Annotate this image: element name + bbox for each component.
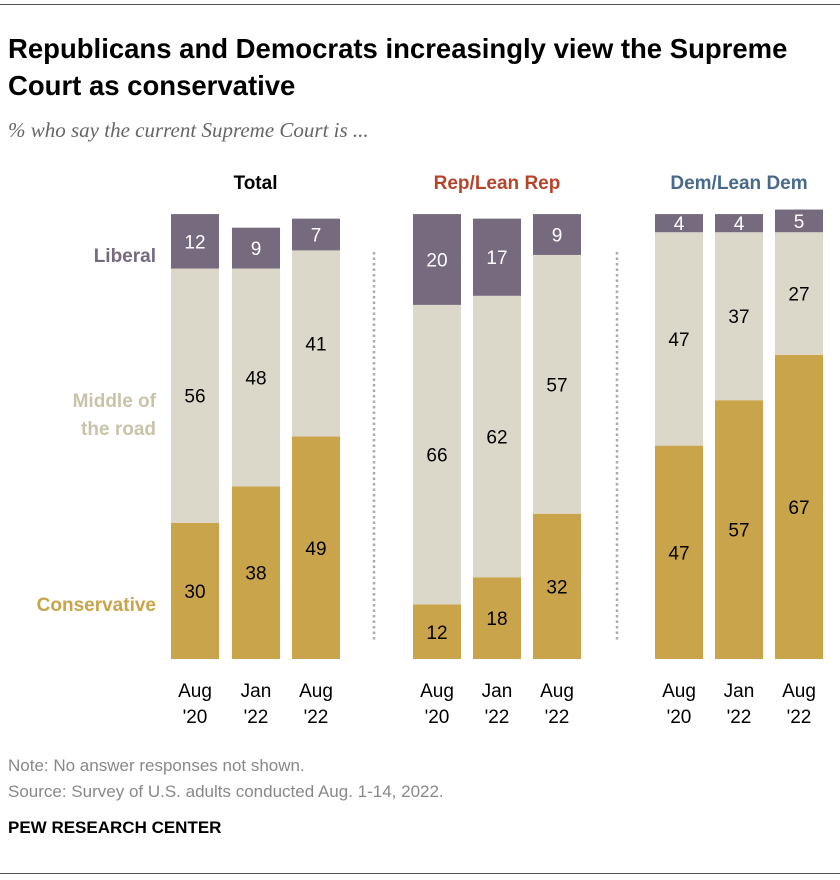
bar-segment-conservative bbox=[413, 604, 461, 659]
bar-segment-conservative bbox=[775, 354, 823, 659]
data-label: 66 bbox=[426, 446, 447, 467]
x-tick-label: Aug bbox=[299, 681, 333, 702]
chart-title: Republicans and Democrats increasingly v… bbox=[8, 33, 788, 101]
bar-segment-liberal bbox=[232, 227, 280, 269]
x-tick-label: Aug bbox=[420, 681, 454, 702]
bottom-rule bbox=[0, 873, 840, 874]
brand-logo-text: PEW RESEARCH CENTER bbox=[8, 818, 222, 837]
panel-title: Dem/Lean Dem bbox=[670, 173, 807, 194]
data-label: 41 bbox=[305, 334, 326, 355]
bar-segment-conservative bbox=[655, 445, 703, 659]
data-label: 48 bbox=[245, 369, 266, 390]
data-label: 20 bbox=[426, 250, 447, 271]
x-tick-label: Aug bbox=[782, 681, 816, 702]
x-tick-label: '22 bbox=[244, 707, 269, 728]
data-label: 62 bbox=[486, 428, 507, 449]
data-label: 47 bbox=[668, 330, 689, 351]
data-label: 12 bbox=[184, 232, 205, 253]
data-label: 67 bbox=[788, 498, 809, 519]
chart-subtitle: % who say the current Supreme Court is .… bbox=[8, 118, 369, 142]
x-tick-label: Aug bbox=[662, 681, 696, 702]
x-tick-label: Jan bbox=[241, 681, 272, 702]
bar-segment-conservative bbox=[533, 513, 581, 659]
bar-segment-middle-of-the-road bbox=[171, 268, 219, 523]
bar-segment-liberal bbox=[775, 209, 823, 233]
bar-segment-middle-of-the-road bbox=[775, 232, 823, 355]
bar-segment-liberal bbox=[292, 218, 340, 251]
data-label: 32 bbox=[546, 577, 567, 598]
data-label: 9 bbox=[552, 226, 563, 247]
bar-segment-liberal bbox=[413, 214, 461, 305]
stacked-bar-chart: Total305612Aug'2038489Jan'2249417Aug'22R… bbox=[37, 173, 823, 728]
data-label: 57 bbox=[546, 375, 567, 396]
data-label: 17 bbox=[486, 248, 507, 269]
bar-segment-middle-of-the-road bbox=[413, 304, 461, 605]
x-tick-label: '22 bbox=[304, 707, 329, 728]
x-tick-label: Aug bbox=[178, 681, 212, 702]
data-label: 57 bbox=[728, 521, 749, 542]
series-label: Middle of bbox=[73, 391, 157, 412]
data-label: 49 bbox=[305, 539, 326, 560]
panel-title: Total bbox=[234, 173, 278, 194]
x-tick-label: '22 bbox=[545, 707, 570, 728]
data-label: 12 bbox=[426, 623, 447, 644]
bar-segment-conservative bbox=[171, 522, 219, 659]
bar-segment-middle-of-the-road bbox=[232, 268, 280, 487]
bar-segment-middle-of-the-road bbox=[473, 295, 521, 578]
data-label: 7 bbox=[311, 226, 322, 247]
bar-segment-liberal bbox=[533, 214, 581, 255]
bar-segment-conservative bbox=[715, 400, 763, 659]
data-label: 47 bbox=[668, 543, 689, 564]
data-label: 37 bbox=[728, 307, 749, 328]
data-label: 4 bbox=[734, 214, 745, 235]
series-label: Conservative bbox=[37, 595, 156, 616]
bar-segment-middle-of-the-road bbox=[533, 254, 581, 514]
bar-segment-middle-of-the-road bbox=[715, 232, 763, 401]
x-tick-label: '22 bbox=[485, 707, 510, 728]
data-label: 38 bbox=[245, 564, 266, 585]
data-label: 5 bbox=[794, 212, 805, 233]
bar-segment-conservative bbox=[473, 577, 521, 659]
panel-title: Rep/Lean Rep bbox=[434, 173, 561, 194]
x-tick-label: '22 bbox=[787, 707, 812, 728]
bar-segment-liberal bbox=[715, 214, 763, 233]
x-tick-label: Aug bbox=[540, 681, 574, 702]
bar-segment-middle-of-the-road bbox=[292, 250, 340, 437]
x-tick-label: '22 bbox=[727, 707, 752, 728]
x-tick-label: '20 bbox=[425, 707, 450, 728]
x-tick-label: Jan bbox=[724, 681, 755, 702]
source: Source: Survey of U.S. adults conducted … bbox=[8, 782, 444, 801]
data-label: 4 bbox=[674, 214, 685, 235]
data-label: 9 bbox=[251, 239, 262, 260]
bar-segment-liberal bbox=[655, 214, 703, 233]
data-label: 18 bbox=[486, 609, 507, 630]
bar-segment-conservative bbox=[292, 436, 340, 659]
top-rule bbox=[0, 4, 840, 5]
x-tick-label: '20 bbox=[183, 707, 208, 728]
data-label: 30 bbox=[184, 582, 205, 603]
bar-segment-liberal bbox=[473, 218, 521, 296]
bar-segment-conservative bbox=[232, 486, 280, 659]
note: Note: No answer responses not shown. bbox=[8, 756, 305, 775]
x-tick-label: '20 bbox=[667, 707, 692, 728]
bar-segment-liberal bbox=[171, 214, 219, 269]
series-label: the road bbox=[81, 419, 156, 440]
data-label: 56 bbox=[184, 387, 205, 408]
series-label: Liberal bbox=[94, 246, 156, 267]
data-label: 27 bbox=[788, 285, 809, 306]
x-tick-label: Jan bbox=[482, 681, 513, 702]
bar-segment-middle-of-the-road bbox=[655, 232, 703, 446]
